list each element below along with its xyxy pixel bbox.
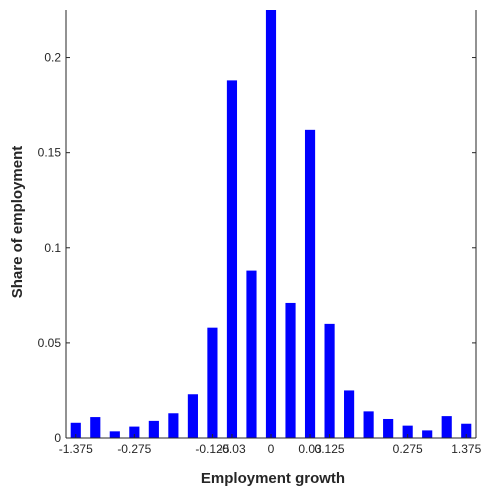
bar-20: [461, 423, 472, 438]
bar-17: [402, 425, 413, 438]
bar-6: [187, 394, 198, 438]
bar-7: [207, 327, 218, 438]
y-axis-label: Share of employment: [9, 146, 26, 299]
y-tick-label-3: 0.15: [38, 146, 62, 160]
bar-8: [226, 80, 238, 438]
x-tick-label-7: 0.275: [393, 442, 423, 456]
bar-5: [168, 413, 179, 438]
x-tick-label-0: -1.375: [59, 442, 93, 456]
bar-2: [109, 431, 120, 438]
bar-18: [422, 430, 433, 438]
bar-12: [304, 129, 316, 438]
bar-9: [246, 270, 257, 438]
bar-13: [324, 323, 335, 438]
y-tick-label-4: 0.2: [44, 51, 61, 65]
bar-19: [441, 416, 452, 438]
x-tick-label-5: 0.03: [298, 442, 322, 456]
bar-15: [363, 411, 374, 438]
bars-group: [70, 10, 472, 438]
x-tick-label-3: -0.03: [218, 442, 246, 456]
y-tick-label-0: 0: [54, 431, 61, 445]
x-tick-label-2: -0.125: [195, 442, 229, 456]
y-ticks-group: 0 0.05 0.1 0.15 0.2: [38, 51, 476, 445]
x-axis-label: Employment growth: [201, 470, 345, 487]
y-tick-label-2: 0.1: [44, 241, 61, 255]
bar-11: [285, 302, 296, 438]
y-tick-label-1: 0.05: [38, 336, 62, 350]
x-ticks-group: -1.375 -0.275 -0.125-0.03 0 0.030.125 0.275 1.…: [59, 434, 482, 456]
bar-1: [90, 417, 101, 438]
bar-16: [383, 418, 394, 438]
bar-10: [265, 10, 277, 438]
x-tick-label-4: 0: [268, 442, 275, 456]
x-tick-label-8: 1.375: [451, 442, 481, 456]
bar-14: [344, 390, 355, 438]
bar-3: [129, 426, 140, 438]
x-tick-label-1: -0.275: [117, 442, 151, 456]
bar-4: [148, 420, 159, 438]
bar-0: [70, 422, 81, 438]
x-tick-label-6: 0.125: [315, 442, 345, 456]
